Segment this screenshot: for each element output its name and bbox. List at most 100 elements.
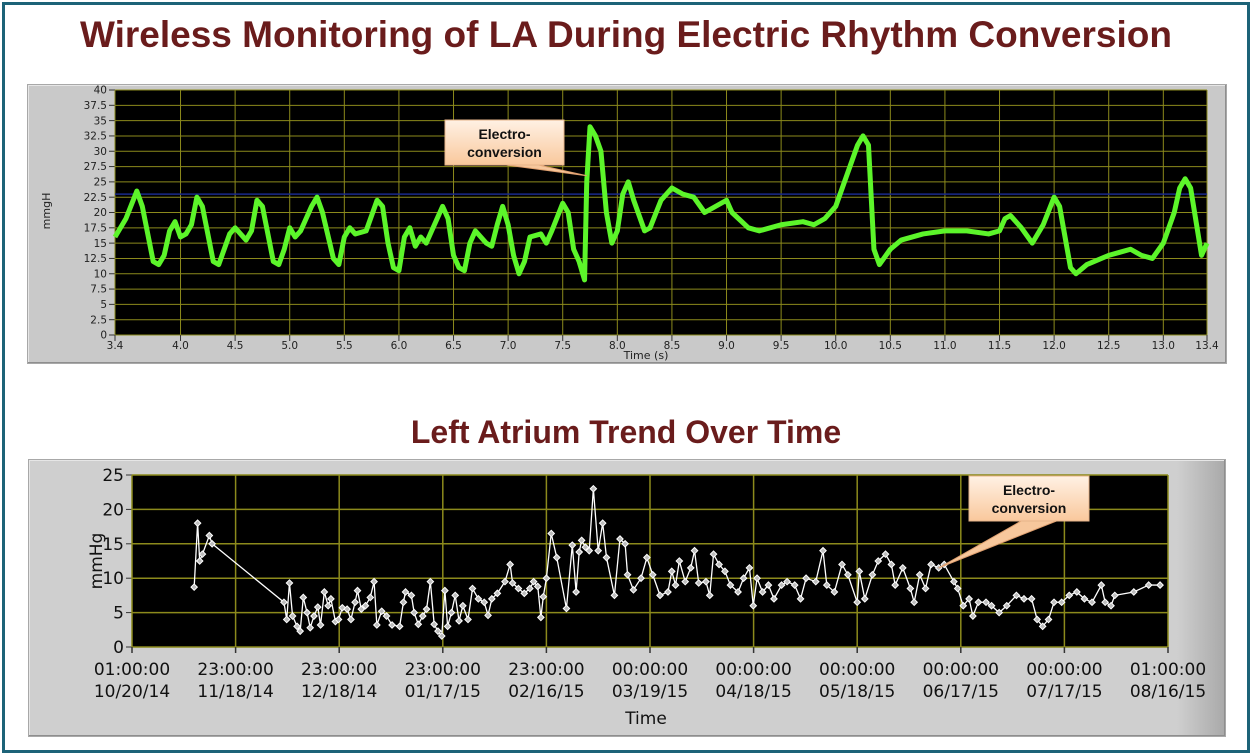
callout-box <box>444 119 565 166</box>
data-point-marker <box>667 567 676 576</box>
x-tick-label: 7.0 <box>500 340 517 352</box>
data-point-marker <box>830 588 839 596</box>
data-point-marker <box>949 577 958 586</box>
data-point-marker <box>881 550 890 559</box>
data-point-marker <box>664 588 672 596</box>
x-tick-label-time: 01:00:00 <box>94 660 170 680</box>
data-point-marker <box>581 543 590 552</box>
y-tick-label: 32.5 <box>84 131 107 143</box>
data-point-marker <box>610 591 619 600</box>
x-tick-label-time: 23:00:00 <box>197 660 273 680</box>
data-point-marker <box>1129 588 1138 596</box>
data-point-marker <box>327 594 335 603</box>
data-point-marker <box>686 563 695 572</box>
data-point-marker <box>426 577 435 586</box>
data-point-marker <box>770 594 778 603</box>
y-tick-label: 0 <box>100 330 107 342</box>
data-point-marker <box>306 623 315 632</box>
data-point-marker <box>860 594 869 603</box>
data-point-marker <box>1050 598 1058 607</box>
data-point-marker <box>802 574 810 583</box>
x-tick-label-time: 00:00:00 <box>819 660 895 680</box>
data-point-marker <box>303 608 311 617</box>
data-point-marker <box>410 608 419 617</box>
data-point-marker <box>790 581 799 589</box>
data-point-marker <box>501 577 509 586</box>
trend-chart-title: Left Atrium Trend Over Time <box>410 414 842 450</box>
data-point-marker <box>529 577 538 586</box>
x-tick-label-date: 10/20/14 <box>94 682 170 702</box>
data-point-marker <box>353 586 362 595</box>
data-point-marker <box>965 594 973 603</box>
x-tick-label: 6.0 <box>391 340 408 352</box>
data-point-marker <box>1057 598 1066 607</box>
data-point-marker <box>1033 615 1042 624</box>
data-point-marker <box>1080 594 1089 603</box>
data-point-marker <box>455 616 463 625</box>
data-point-marker <box>285 579 294 587</box>
data-point-marker <box>705 591 714 600</box>
data-point-marker <box>995 608 1004 617</box>
data-point-marker <box>974 598 983 607</box>
data-point-marker <box>418 612 427 620</box>
data-point-marker <box>572 588 581 596</box>
data-point-marker <box>299 593 308 602</box>
data-point-marker <box>1144 581 1153 589</box>
data-point-marker <box>1012 591 1021 600</box>
data-point-marker <box>407 591 416 600</box>
data-point-marker <box>843 570 852 579</box>
y-axis-label: mmgH <box>40 193 53 230</box>
x-tick-label: 9.5 <box>773 340 790 352</box>
data-point-marker <box>702 577 710 586</box>
data-point-marker <box>372 621 381 629</box>
x-tick-label: 10.5 <box>879 340 902 352</box>
callout-text-line1: Electro- <box>478 126 530 142</box>
x-tick-label-time: 00:00:00 <box>715 660 791 680</box>
data-point-marker <box>195 557 204 565</box>
x-tick-label: 13.4 <box>1195 340 1219 352</box>
x-tick-label-time: 23:00:00 <box>508 660 584 680</box>
data-point-marker <box>388 621 396 629</box>
data-point-marker <box>953 584 962 593</box>
x-tick-label: 7.5 <box>554 340 571 352</box>
x-tick-label-time: 00:00:00 <box>612 660 688 680</box>
data-point-marker <box>753 574 761 583</box>
data-point-marker <box>838 560 846 569</box>
data-point-marker <box>506 560 515 569</box>
data-point-marker <box>414 620 423 629</box>
data-point-marker <box>324 601 333 610</box>
x-tick-label: 5.5 <box>336 340 353 352</box>
data-point-marker <box>288 612 297 620</box>
data-point-marker <box>430 620 439 629</box>
data-point-marker <box>874 557 883 565</box>
data-point-marker <box>721 567 729 576</box>
data-point-marker <box>1110 591 1119 600</box>
x-tick-label: 8.0 <box>609 340 626 352</box>
data-point-marker <box>642 553 651 562</box>
data-point-marker <box>382 612 391 620</box>
data-point-marker <box>764 581 773 589</box>
data-point-marker <box>334 615 343 624</box>
data-point-marker <box>726 581 735 589</box>
data-point-marker <box>198 550 207 559</box>
data-point-marker <box>347 615 355 624</box>
electroconversion-callout: Electro-conversion <box>938 475 1090 569</box>
x-tick-label: 11.0 <box>933 340 956 352</box>
x-tick-label-date: 08/16/15 <box>1130 682 1206 702</box>
data-point-marker <box>366 593 375 602</box>
data-point-marker <box>370 577 378 586</box>
data-point-marker <box>745 563 754 572</box>
data-point-marker <box>447 608 456 617</box>
data-point-marker <box>853 598 862 607</box>
data-point-marker <box>296 627 305 636</box>
data-point-marker <box>910 598 919 607</box>
data-point-marker <box>536 613 545 622</box>
x-tick-label-date: 11/18/14 <box>197 682 273 702</box>
y-tick-label: 35 <box>94 115 107 127</box>
data-point-marker <box>887 560 896 569</box>
y-tick-label: 20 <box>102 500 124 520</box>
y-tick-label: 12.5 <box>84 253 107 265</box>
data-point-marker <box>1027 594 1036 603</box>
x-tick-label: 8.5 <box>664 340 681 352</box>
data-point-marker <box>1156 581 1164 589</box>
